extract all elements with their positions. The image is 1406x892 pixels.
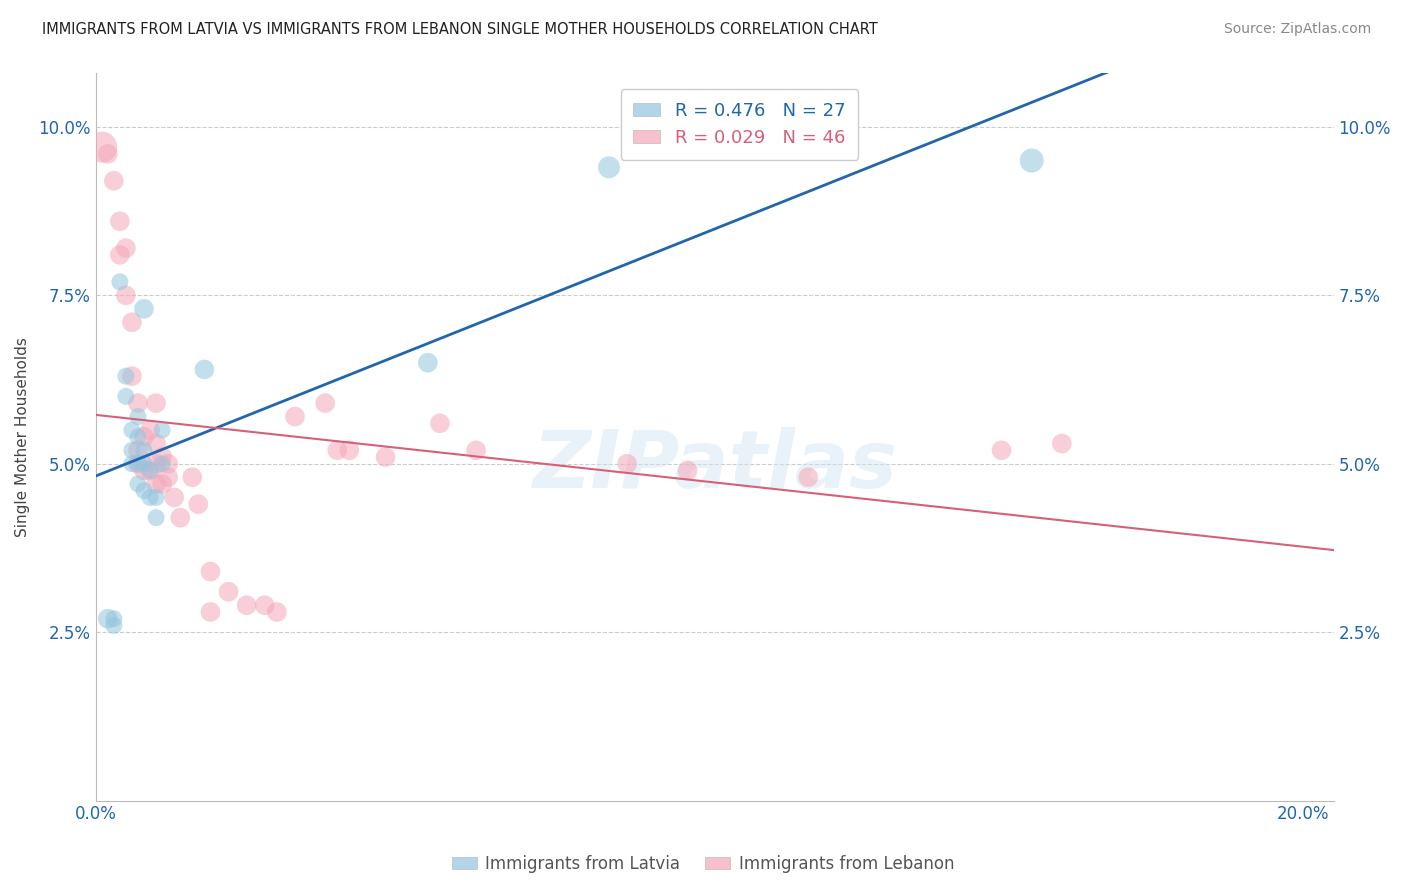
Point [115,389,138,403]
Point [121,315,143,329]
Point [169,510,191,524]
Point [127,396,149,410]
Point [337,443,360,458]
Point [103,174,125,188]
Point [314,396,336,410]
Point [1021,153,1043,168]
Point [121,443,143,458]
Point [990,443,1012,458]
Point [127,443,149,458]
Point [200,565,222,579]
Point [145,491,167,505]
Point [108,214,131,228]
Point [326,443,349,458]
Point [97,612,120,626]
Point [139,491,162,505]
Text: ZIPatlas: ZIPatlas [531,427,897,505]
Point [284,409,307,424]
Point [598,161,620,175]
Legend: Immigrants from Latvia, Immigrants from Lebanon: Immigrants from Latvia, Immigrants from … [446,848,960,880]
Point [121,457,143,471]
Point [163,491,186,505]
Point [139,423,162,437]
Point [127,457,149,471]
Point [145,396,167,410]
Point [132,443,155,458]
Point [103,612,125,626]
Point [90,140,112,154]
Point [132,483,155,498]
Point [616,457,638,471]
Point [150,457,173,471]
Point [157,470,180,484]
Point [193,362,215,376]
Point [127,430,149,444]
Point [253,599,276,613]
Point [465,443,488,458]
Point [108,248,131,262]
Point [103,618,125,632]
Point [374,450,396,464]
Point [1050,436,1073,450]
Point [127,457,149,471]
Point [115,241,138,255]
Point [200,605,222,619]
Legend: R = 0.476   N = 27, R = 0.029   N = 46: R = 0.476 N = 27, R = 0.029 N = 46 [620,89,858,160]
Point [797,470,820,484]
Point [121,369,143,384]
Point [181,470,204,484]
Y-axis label: Single Mother Households: Single Mother Households [15,337,30,537]
Point [132,463,155,477]
Point [157,457,180,471]
Point [145,477,167,491]
Point [187,497,209,511]
Point [115,288,138,302]
Point [150,477,173,491]
Point [145,457,167,471]
Text: IMMIGRANTS FROM LATVIA VS IMMIGRANTS FROM LEBANON SINGLE MOTHER HOUSEHOLDS CORRE: IMMIGRANTS FROM LATVIA VS IMMIGRANTS FRO… [42,22,877,37]
Point [150,423,173,437]
Point [145,436,167,450]
Point [139,463,162,477]
Point [145,510,167,524]
Point [266,605,288,619]
Point [121,423,143,437]
Point [150,450,173,464]
Point [132,301,155,316]
Point [115,369,138,384]
Point [108,275,131,289]
Point [235,599,257,613]
Point [676,463,699,477]
Point [132,457,155,471]
Point [218,584,240,599]
Point [429,417,451,431]
Point [416,356,439,370]
Point [127,477,149,491]
Text: Source: ZipAtlas.com: Source: ZipAtlas.com [1223,22,1371,37]
Point [127,409,149,424]
Point [132,430,155,444]
Point [97,146,120,161]
Point [139,463,162,477]
